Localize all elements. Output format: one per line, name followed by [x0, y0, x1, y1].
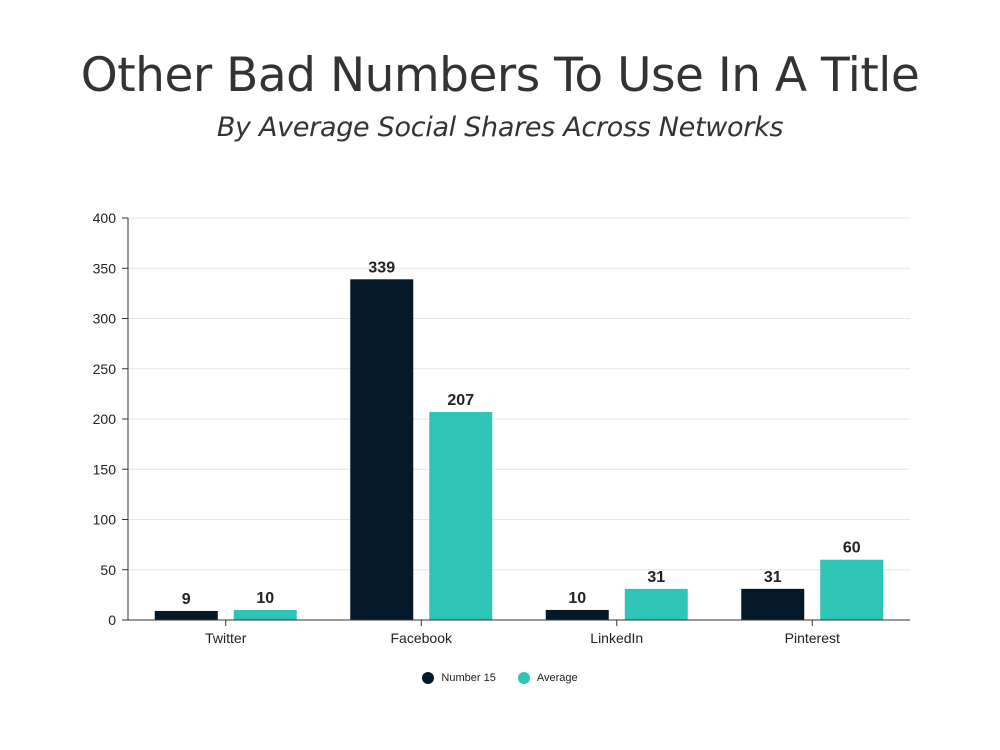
bar-linkedin-number-15: [545, 609, 609, 620]
bar-twitter-number-15: [154, 610, 218, 620]
y-tick-label-250: 250: [93, 361, 117, 377]
y-tick-label-200: 200: [93, 411, 117, 427]
y-tick-label-400: 400: [93, 210, 117, 226]
y-tick-label-50: 50: [100, 562, 116, 578]
bar-linkedin-average: [624, 588, 688, 620]
x-tick-label-pinterest: Pinterest: [785, 630, 840, 646]
chart-title: Other Bad Numbers To Use In A Title: [80, 48, 920, 103]
bar-pinterest-average: [820, 559, 884, 620]
value-label-linkedin-number-15: 10: [568, 590, 586, 607]
value-label-twitter-number-15: 9: [182, 591, 191, 608]
x-tick-label-twitter: Twitter: [205, 630, 247, 646]
value-label-pinterest-average: 60: [843, 540, 861, 557]
legend-item-number-15: Number 15: [422, 672, 496, 684]
legend-swatch-average: [517, 672, 530, 684]
bar-facebook-number-15: [350, 279, 414, 620]
y-tick-label-0: 0: [108, 612, 116, 628]
legend-swatch-number-15: [422, 672, 435, 684]
y-tick-label-300: 300: [93, 311, 117, 327]
legend: Number 15 Average: [0, 672, 1000, 684]
value-label-pinterest-number-15: 31: [764, 569, 782, 586]
bar-pinterest-number-15: [741, 588, 805, 620]
value-label-linkedin-average: 31: [647, 569, 665, 586]
y-tick-label-350: 350: [93, 260, 117, 276]
value-label-facebook-average: 207: [447, 392, 474, 409]
y-tick-label-100: 100: [93, 512, 117, 528]
chart-subtitle: By Average Social Shares Across Networks: [216, 112, 784, 143]
value-label-facebook-number-15: 339: [368, 259, 395, 276]
legend-label-number-15: Number 15: [441, 672, 496, 684]
x-tick-label-linkedin: LinkedIn: [590, 630, 643, 646]
y-tick-label-150: 150: [93, 461, 117, 477]
bar-facebook-average: [429, 411, 493, 620]
legend-item-average: Average: [517, 672, 578, 684]
value-label-twitter-average: 10: [256, 590, 274, 607]
legend-label-average: Average: [536, 672, 578, 684]
x-tick-label-facebook: Facebook: [391, 630, 453, 646]
bar-twitter-average: [233, 609, 297, 620]
